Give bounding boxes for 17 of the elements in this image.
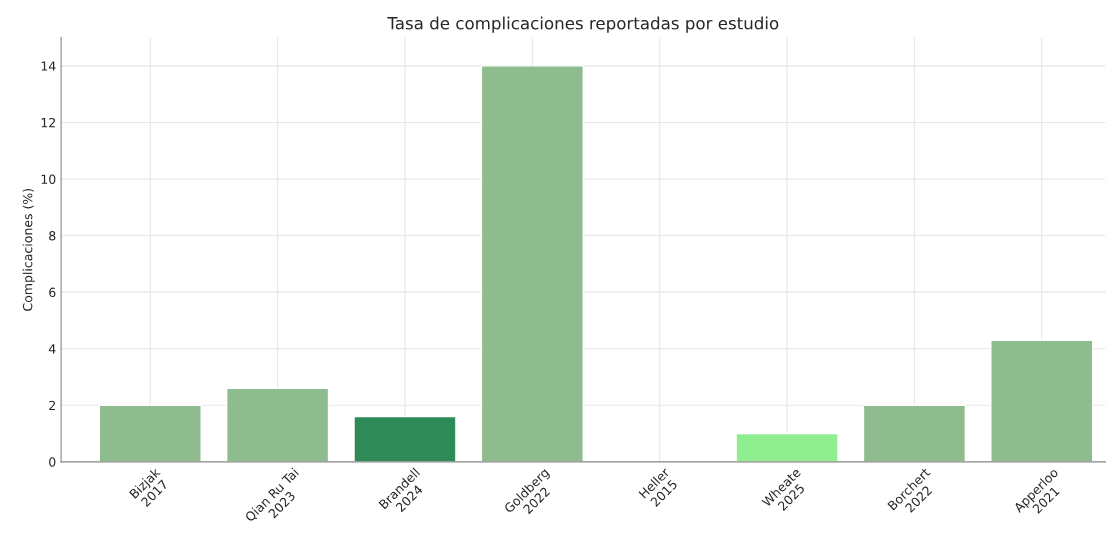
bar bbox=[98, 404, 202, 462]
bar bbox=[353, 415, 457, 462]
bar bbox=[225, 387, 330, 462]
y-tick-label: 10 bbox=[41, 174, 56, 184]
bar bbox=[480, 65, 584, 462]
y-tick-label: 2 bbox=[49, 400, 55, 411]
y-tick-label: 6 bbox=[49, 287, 56, 298]
bar bbox=[990, 339, 1094, 462]
bar bbox=[862, 404, 967, 462]
bar bbox=[735, 432, 839, 462]
y-axis-title: Complicaciones (%) bbox=[22, 188, 35, 311]
y-tick-label: 14 bbox=[41, 61, 56, 71]
y-tick-label: 12 bbox=[41, 117, 55, 128]
chart-title: Tasa de complicaciones reportadas por estudio bbox=[387, 16, 779, 33]
y-tick-label: 4 bbox=[48, 344, 56, 354]
y-tick-label: 0 bbox=[49, 457, 56, 467]
y-tick-label: 8 bbox=[49, 231, 56, 241]
